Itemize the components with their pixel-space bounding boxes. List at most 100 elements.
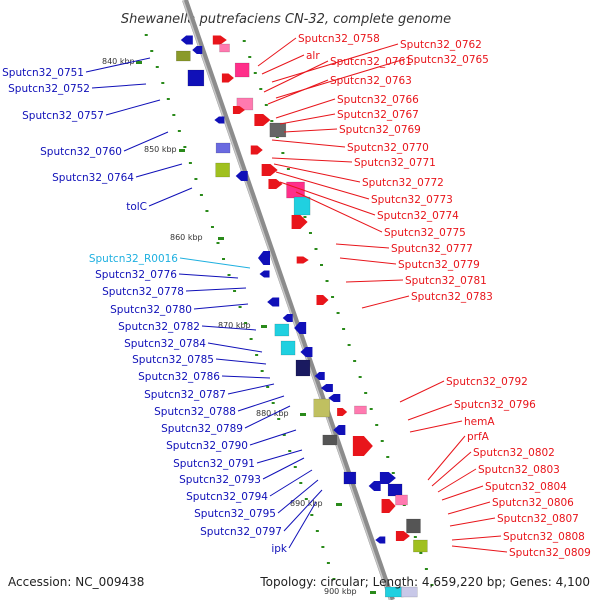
gc-dot — [222, 258, 226, 260]
gene-feature — [282, 314, 293, 322]
gene-label: alr — [306, 50, 320, 62]
gene-label: Sputcn32_0806 — [492, 497, 574, 509]
label-leaders — [85, 37, 508, 553]
genome-backbone — [182, 0, 395, 600]
gene-leader-line — [261, 54, 305, 75]
gc-dot — [144, 34, 148, 36]
gene-leader-line — [178, 273, 239, 279]
gc-dot — [277, 418, 281, 420]
gene-leader-line — [267, 79, 329, 105]
gene-label: Sputcn32_0792 — [446, 376, 528, 388]
gc-dot — [233, 290, 237, 292]
gene-label: Sputcn32_0777 — [391, 243, 473, 255]
gc-dot — [369, 408, 373, 410]
gene-leader-line — [437, 468, 477, 493]
gene-feature — [268, 179, 283, 189]
gene-leader-line — [447, 501, 491, 515]
gene-feature — [280, 340, 296, 356]
gc-dot — [304, 498, 308, 500]
gene-label: Sputcn32_0783 — [411, 291, 493, 303]
gc-dot — [391, 472, 395, 474]
gene-label: Sputcn32_0778 — [102, 286, 184, 298]
gene-feature — [258, 251, 271, 265]
gc-dot — [161, 82, 165, 84]
gc-dot — [227, 274, 231, 276]
gene-leader-line — [193, 303, 249, 310]
gene-leader-line — [271, 43, 399, 83]
gene-label: Sputcn32_0809 — [509, 547, 591, 559]
gene-label: Sputcn32_0803 — [478, 464, 560, 476]
gene-feature — [406, 518, 421, 534]
kbp-tick-label: 860 kbp — [170, 233, 203, 242]
gene-feature — [293, 196, 311, 216]
gene-feature — [234, 62, 250, 78]
gc-dot — [320, 264, 324, 266]
gene-feature — [313, 398, 331, 418]
gene-leader-line — [283, 489, 323, 532]
gc-dot — [299, 482, 303, 484]
gene-leader-line — [409, 420, 463, 433]
gene-leader-line — [271, 139, 346, 148]
gene-label: Sputcn32_0787 — [144, 389, 226, 401]
gene-label: Sputcn32_0794 — [186, 491, 268, 503]
kbp-tick-mark — [261, 325, 267, 328]
gene-label: Sputcn32_0763 — [330, 75, 412, 87]
gene-label: Sputcn32_0767 — [337, 109, 419, 121]
gc-dot — [259, 88, 263, 90]
gc-dot — [266, 386, 270, 388]
gene-label: prfA — [467, 431, 490, 443]
gene-feature — [187, 69, 205, 87]
gene-label: Sputcn32_0758 — [298, 33, 380, 45]
gene-label: Sputcn32_0782 — [118, 321, 200, 333]
gene-label: Sputcn32_0772 — [362, 177, 444, 189]
gene-label: Sputcn32_0769 — [339, 124, 421, 136]
gene-feature — [214, 116, 225, 124]
gene-leader-line — [345, 279, 404, 283]
gene-leader-line — [269, 469, 313, 497]
gene-feature — [176, 50, 191, 62]
gene-leader-line — [283, 128, 338, 133]
gene-feature — [400, 586, 418, 598]
gene-label: Sputcn32_0804 — [485, 481, 567, 493]
gene-feature — [395, 494, 408, 506]
gc-dot — [325, 280, 329, 282]
gene-feature — [215, 162, 230, 178]
gene-leader-line — [256, 449, 303, 464]
gc-dot — [303, 216, 307, 218]
gene-label: Sputcn32_0774 — [377, 210, 459, 222]
gc-dot — [286, 168, 290, 170]
gene-leader-line — [451, 545, 508, 553]
gene-label: Sputcn32_R0016 — [89, 253, 178, 265]
gene-label: Sputcn32_0766 — [337, 94, 419, 106]
gene-leader-line — [271, 157, 353, 163]
gene-label: Sputcn32_0785 — [132, 354, 214, 366]
gc-dot — [172, 114, 176, 116]
gene-leader-line — [431, 451, 472, 487]
kbp-tick-mark — [136, 61, 142, 64]
gene-feature — [413, 539, 428, 553]
gene-leader-line — [215, 358, 267, 365]
gc-dot — [205, 210, 209, 212]
gene-feature — [328, 394, 341, 402]
gc-dot — [353, 360, 357, 362]
gc-dot — [430, 584, 434, 586]
gene-feature — [274, 323, 290, 337]
gc-dot — [188, 162, 192, 164]
gc-dot — [332, 578, 336, 580]
gc-dot — [314, 248, 318, 250]
gc-dot — [244, 322, 248, 324]
gene-leader-line — [249, 429, 297, 446]
gene-feature — [395, 531, 410, 541]
gc-dot — [315, 530, 319, 532]
gc-dot — [248, 56, 252, 58]
gene-label: Sputcn32_0795 — [194, 508, 276, 520]
gene-feature — [192, 46, 203, 54]
gc-dot — [310, 514, 314, 516]
gc-dot — [358, 376, 362, 378]
gc-dot — [255, 354, 259, 356]
gene-feature — [343, 471, 357, 485]
gc-dot — [260, 370, 264, 372]
gene-leader-line — [449, 517, 496, 527]
gc-dot — [342, 328, 346, 330]
